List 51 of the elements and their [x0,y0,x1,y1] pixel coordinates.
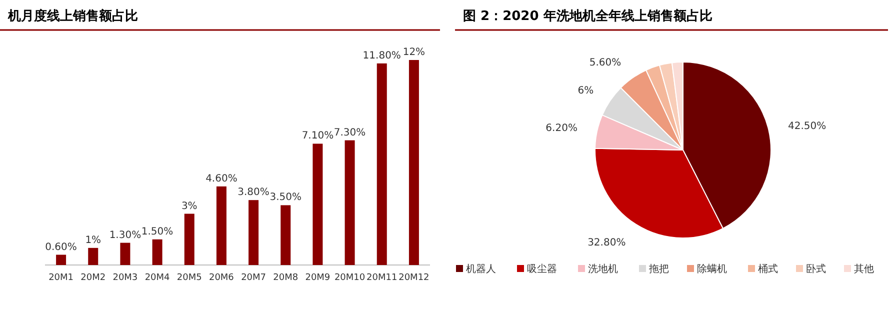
x-tick-label: 20M12 [398,273,430,283]
data-label: 32.80% [588,238,626,249]
bar [344,140,355,265]
bar [152,239,162,265]
x-tick-label: 20M10 [334,273,366,283]
data-label: 7.10% [302,130,334,142]
x-tick-label: 20M4 [144,273,170,283]
x-tick-label: 20M8 [273,273,298,283]
x-tick-label: 20M7 [241,273,266,283]
legend-label: 其他 [854,263,874,275]
data-label: 0.60% [45,242,77,253]
legend-label: 洗地机 [588,263,618,275]
legend-label: 桶式 [758,263,778,275]
x-tick-label: 20M3 [112,273,138,283]
bar [184,214,194,265]
x-tick-label: 20M2 [80,273,106,283]
x-tick-label: 20M9 [305,273,330,283]
x-tick-label: 20M1 [48,273,74,283]
data-label: 6.20% [546,123,578,134]
legend-label: 机器人 [466,263,496,275]
data-label: 1% [85,234,102,246]
x-tick-label: 20M5 [176,273,202,283]
data-label: 12% [402,47,426,58]
x-tick-label: 20M11 [366,273,398,283]
legend-label: 卧式 [806,263,826,275]
bar [280,205,291,265]
bar [120,242,130,265]
legend-label: 吸尘器 [527,263,557,275]
legend-label: 拖把 [648,263,669,275]
data-label: 3.50% [270,192,302,204]
data-label: 5.60% [589,57,622,68]
chart-title: 机月度线上销售额占比 [7,8,138,24]
bar [312,144,323,265]
x-tick-label: 20M6 [208,273,234,283]
bar [216,186,226,265]
data-label: 3.80% [238,187,270,198]
chart-title: 图 2：2020 年洗地机全年线上销售额占比 [463,8,712,24]
data-label: 11.80% [362,50,401,62]
data-label: 4.60% [206,173,238,184]
data-label: 1.30% [109,230,142,241]
data-label: 42.50% [788,120,826,132]
data-label: 3% [181,200,198,212]
data-label: 6% [578,85,594,96]
data-label: 7.30% [334,127,366,138]
bar [56,254,66,265]
data-label: 1.50% [141,226,174,238]
bar [408,60,419,265]
bar [88,248,98,265]
bar [248,200,259,265]
legend-label: 除螨机 [697,263,727,275]
bar [376,63,387,265]
